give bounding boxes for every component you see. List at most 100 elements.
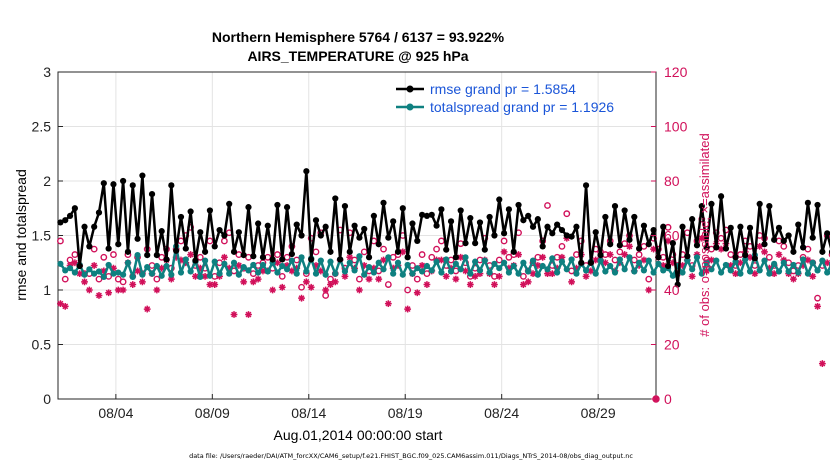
totalspread-point <box>462 254 469 261</box>
totalspread-point <box>544 266 551 273</box>
totalspread-point <box>761 257 768 264</box>
rmse-point <box>708 200 715 207</box>
legend-rmse-marker <box>406 85 414 93</box>
rmse-point <box>679 223 686 230</box>
obs-assimilated-point <box>679 262 686 269</box>
totalspread-point <box>341 268 349 275</box>
rmse-point <box>433 222 440 229</box>
totalspread-point <box>414 265 421 272</box>
totalspread-point <box>525 268 532 275</box>
obs-assimilated-point <box>254 275 262 283</box>
rmse-point <box>115 241 122 248</box>
totalspread-point <box>312 270 320 277</box>
totalspread-point <box>100 273 107 281</box>
rmse-point <box>226 200 233 207</box>
x-tick-label: 08/29 <box>581 405 616 421</box>
totalspread-point <box>163 262 170 270</box>
totalspread-point <box>288 257 295 264</box>
totalspread-point <box>766 270 773 277</box>
obs-assimilated-point <box>90 262 98 269</box>
totalspread-point <box>230 259 238 266</box>
totalspread-point <box>255 269 262 276</box>
obs-assimilated-point <box>95 292 103 299</box>
obs-assimilated-point <box>452 275 460 283</box>
rmse-point <box>216 226 223 234</box>
rmse-point <box>732 254 739 261</box>
rmse-point <box>539 243 546 250</box>
rmse-point <box>404 254 411 261</box>
totalspread-point <box>235 271 242 278</box>
rmse-point <box>201 248 209 255</box>
x-ticks: 08/04 08/09 08/14 08/19 08/24 08/29 <box>98 394 616 421</box>
obs-assimilated-point <box>442 272 450 280</box>
rmse-point <box>298 232 305 239</box>
obs-possible-point <box>645 275 653 283</box>
y-tick-label-left: 1.5 <box>32 228 52 244</box>
rmse-point <box>814 201 821 209</box>
obs-assimilated-point <box>500 248 508 256</box>
totalspread-point <box>558 258 566 265</box>
totalspread-point <box>221 260 228 267</box>
obs-assimilated-point <box>230 311 238 318</box>
obs-assimilated-point <box>206 281 214 288</box>
obs-assimilated-point <box>317 267 325 275</box>
obs-assimilated-point <box>708 256 715 264</box>
obs-assimilated-point <box>225 264 233 272</box>
obs-possible-point <box>119 278 127 286</box>
totalspread-point <box>201 257 209 264</box>
totalspread-point <box>722 261 730 269</box>
obs-assimilated-point <box>703 267 711 275</box>
totalspread-point <box>467 270 474 277</box>
totalspread-point <box>693 254 701 261</box>
totalspread-point <box>640 267 648 274</box>
rmse-point <box>139 172 146 179</box>
rmse-point <box>554 221 561 228</box>
totalspread-point <box>240 264 247 271</box>
rmse-point <box>611 202 619 210</box>
obs-assimilated-point <box>524 278 532 286</box>
obs-assimilated-point <box>307 283 315 291</box>
totalspread-point <box>293 270 300 277</box>
rmse-point <box>636 245 643 252</box>
obs-assimilated-point <box>114 286 122 294</box>
rmse-point <box>317 232 324 239</box>
totalspread-point <box>631 268 638 275</box>
totalspread-point <box>660 267 667 274</box>
rmse-point <box>549 230 556 237</box>
obs-assimilated-point <box>341 272 349 280</box>
totalspread-point <box>226 270 233 277</box>
obs-assimilated-point <box>770 270 778 278</box>
obs-possible-point <box>57 237 64 245</box>
rmse-point <box>120 177 127 185</box>
y-tick-label-left: 1 <box>43 282 51 298</box>
totalspread-point <box>582 267 590 274</box>
obs-assimilated-point <box>235 262 243 269</box>
totalspread-point <box>443 256 450 263</box>
obs-assimilated-point <box>274 259 281 267</box>
rmse-point <box>766 202 773 210</box>
totalspread-point <box>650 269 657 276</box>
rmse-point <box>481 246 488 253</box>
obs-assimilated-point <box>775 251 783 258</box>
rmse-point <box>693 242 701 249</box>
rmse-point <box>674 281 681 288</box>
totalspread-point <box>505 269 513 276</box>
obs-assimilated-point <box>519 281 527 288</box>
rmse-point <box>563 232 570 239</box>
rmse-point <box>423 212 431 219</box>
obs-possible-point <box>544 202 551 209</box>
rmse-point <box>529 223 537 230</box>
totalspread-point <box>419 268 426 275</box>
totalspread-point <box>703 259 710 266</box>
totalspread-point <box>520 259 527 266</box>
x-tick-label: 08/19 <box>388 405 423 421</box>
obs-assimilated-point <box>85 286 93 294</box>
totalspread-point <box>428 267 435 274</box>
rmse-point <box>250 253 257 260</box>
y-axis-label-left: rmse and totalspread <box>13 169 29 301</box>
obs-possible-point <box>384 281 392 288</box>
y-tick-label-left: 2 <box>43 173 51 189</box>
totalspread-point <box>636 259 643 266</box>
obs-possible-series <box>57 202 830 403</box>
obs-assimilated-point <box>688 272 696 280</box>
